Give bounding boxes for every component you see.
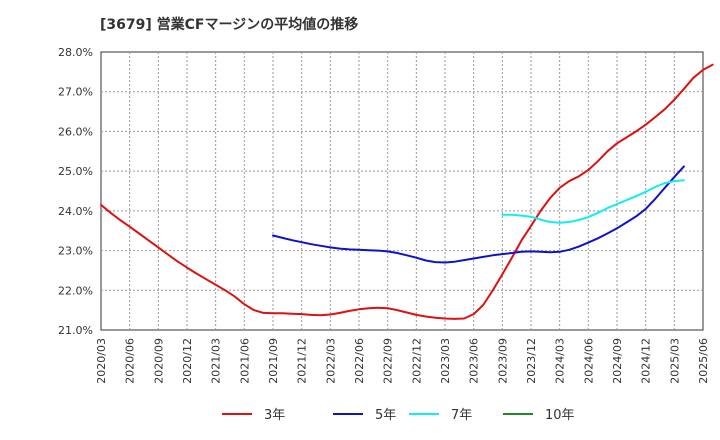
x-tick-label: 2022/12 [410, 338, 423, 384]
x-tick-label: 2020/12 [181, 338, 194, 384]
x-tick-label: 2023/06 [468, 338, 481, 384]
x-tick-label: 2025/03 [668, 338, 681, 384]
y-axis-ticks: 21.0% 22.0% 23.0% 24.0% 25.0% 26.0% 27.0% 28.0% [58, 46, 93, 337]
x-tick-label: 2022/03 [324, 338, 337, 384]
legend: 3年 5年 7年 10年 [222, 408, 575, 423]
x-tick-label: 2023/09 [496, 338, 509, 384]
x-tick-label: 2021/12 [296, 338, 309, 384]
series-line-5年 [272, 165, 685, 264]
y-tick-label: 23.0% [58, 245, 93, 258]
x-tick-label: 2020/09 [152, 338, 165, 384]
x-tick-label: 2024/09 [611, 338, 624, 384]
y-tick-label: 28.0% [58, 46, 93, 59]
y-tick-label: 24.0% [58, 205, 93, 218]
x-tick-label: 2020/03 [95, 338, 108, 384]
y-tick-label: 22.0% [58, 284, 93, 297]
plot-area [100, 51, 704, 331]
x-tick-label: 2024/12 [640, 338, 653, 384]
legend-label: 5年 [375, 408, 396, 423]
legend-label: 7年 [451, 408, 472, 423]
legend-label: 3年 [264, 408, 285, 423]
x-tick-label: 2023/12 [525, 338, 538, 384]
y-tick-label: 21.0% [58, 324, 93, 337]
y-tick-label: 25.0% [58, 165, 93, 178]
x-axis-ticks: 2020/03 2020/06 2020/09 2020/12 2021/03 2021/… [95, 338, 710, 384]
x-tick-label: 2025/06 [697, 338, 710, 384]
series-line-3年 [100, 63, 714, 320]
legend-label: 10年 [545, 408, 575, 423]
x-tick-label: 2022/06 [353, 338, 366, 384]
x-tick-label: 2023/03 [439, 338, 452, 384]
x-tick-label: 2022/09 [382, 338, 395, 384]
series-line-7年 [501, 179, 685, 224]
x-tick-label: 2021/06 [238, 338, 251, 384]
y-tick-label: 26.0% [58, 125, 93, 138]
series-lines [100, 63, 714, 320]
x-tick-label: 2021/09 [267, 338, 280, 384]
chart-title: [3679] 営業CFマージンの平均値の推移 [100, 17, 359, 33]
x-tick-label: 2024/06 [582, 338, 595, 384]
x-tick-label: 2021/03 [210, 338, 223, 384]
x-tick-label: 2024/03 [554, 338, 567, 384]
y-tick-label: 27.0% [58, 86, 93, 99]
x-tick-label: 2020/06 [124, 338, 137, 384]
